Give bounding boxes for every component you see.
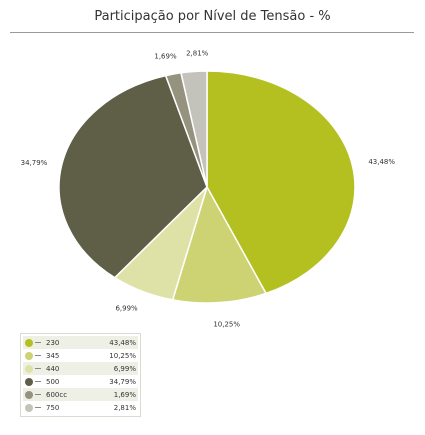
slice-label-750: 2,81% (186, 50, 209, 58)
legend-line (35, 381, 41, 382)
pie-slice-750 (180, 70, 208, 188)
legend-line (35, 368, 41, 369)
pie-slice-345 (171, 185, 268, 304)
legend-value: 2,81% (113, 403, 136, 412)
legend-value: 34,79% (109, 377, 136, 386)
legend-swatch (25, 351, 33, 360)
pie-slice-500 (58, 74, 208, 279)
legend-value: 10,25% (109, 351, 136, 360)
legend-swatch (25, 403, 33, 412)
chart-title: Participação por Nível de Tensão - % (94, 9, 331, 24)
legend-label: 345 (46, 351, 60, 360)
pie-slice-230 (206, 70, 356, 295)
legend-value: 43,48% (109, 338, 136, 347)
legend-swatch (25, 338, 33, 347)
title-divider (10, 32, 414, 33)
legend-label: 500 (46, 377, 60, 386)
legend-label: 440 (46, 364, 60, 373)
legend-line (35, 342, 41, 343)
legend-line (35, 407, 41, 408)
legend-value: 6,99% (113, 364, 136, 373)
legend-line (35, 394, 41, 395)
legend-item-500: 500 34,79% (23, 375, 138, 388)
slice-label-230: 43,48% (368, 158, 395, 166)
slice-label-500: 34,79% (21, 159, 48, 167)
legend: 230 43,48% 345 10,25% 440 6,99% 500 34,79% 600cc… (20, 333, 141, 417)
legend-item-750: 750 2,81% (23, 401, 138, 414)
slice-label-600cc: 1,69% (154, 52, 177, 60)
legend-item-230: 230 43,48% (23, 336, 138, 349)
legend-swatch (25, 364, 33, 373)
legend-label: 230 (46, 338, 60, 347)
legend-label: 600cc (46, 390, 68, 399)
legend-label: 750 (46, 403, 60, 412)
legend-line (35, 355, 41, 356)
legend-item-345: 345 10,25% (23, 349, 138, 362)
legend-item-600cc: 600cc 1,69% (23, 388, 138, 401)
legend-value: 1,69% (113, 390, 136, 399)
legend-item-440: 440 6,99% (23, 362, 138, 375)
slice-label-440: 6,99% (115, 305, 138, 313)
legend-swatch (25, 390, 33, 399)
legend-swatch (25, 377, 33, 386)
slice-label-345: 10,25% (213, 321, 240, 329)
